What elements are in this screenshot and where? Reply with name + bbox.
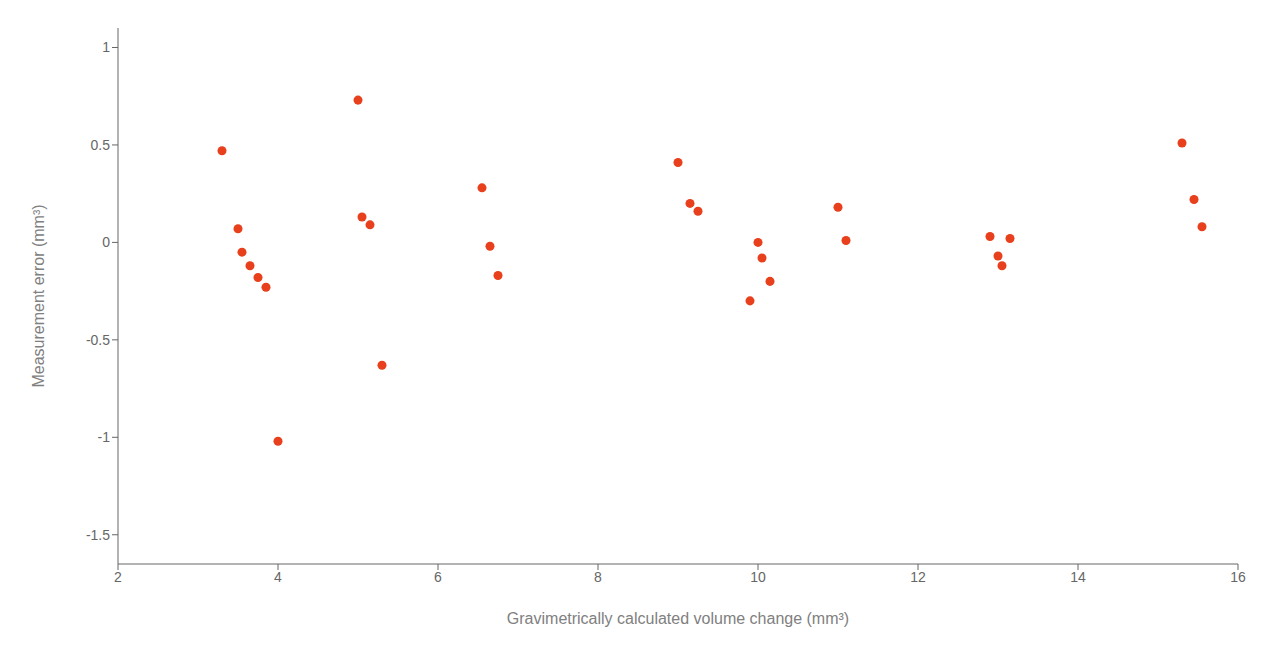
svg-text:8: 8	[594, 569, 602, 585]
svg-text:16: 16	[1230, 569, 1246, 585]
svg-text:-1: -1	[98, 429, 111, 445]
svg-text:12: 12	[910, 569, 926, 585]
svg-text:-1.5: -1.5	[86, 527, 110, 543]
svg-text:0: 0	[102, 234, 110, 250]
svg-text:1: 1	[102, 39, 110, 55]
svg-text:4: 4	[274, 569, 282, 585]
svg-text:10: 10	[750, 569, 766, 585]
svg-text:-0.5: -0.5	[86, 332, 110, 348]
svg-text:2: 2	[114, 569, 122, 585]
svg-text:6: 6	[434, 569, 442, 585]
svg-text:Gravimetrically calculated vol: Gravimetrically calculated volume change…	[507, 610, 849, 627]
svg-text:Measurement error (mm³): Measurement error (mm³)	[30, 204, 47, 387]
svg-text:14: 14	[1070, 569, 1086, 585]
svg-text:0.5: 0.5	[91, 137, 111, 153]
